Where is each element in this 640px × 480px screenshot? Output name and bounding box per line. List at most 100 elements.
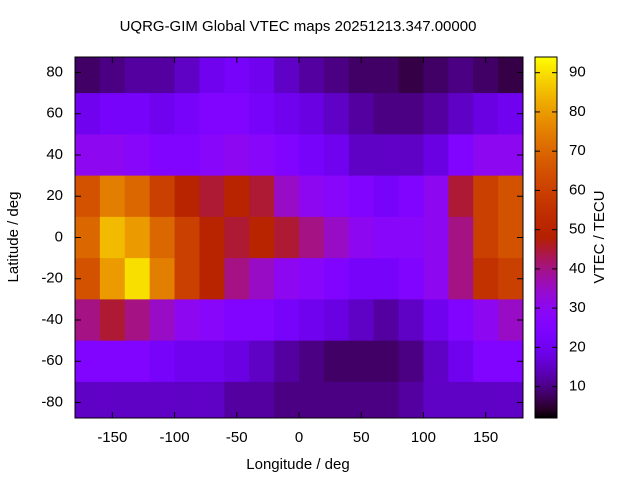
cell [299, 299, 325, 342]
cell [398, 93, 424, 135]
cell [224, 134, 250, 177]
cell [174, 381, 200, 418]
cell [448, 340, 474, 383]
cell [249, 175, 275, 218]
cell [174, 216, 200, 259]
y-tick-label: 60 [46, 105, 63, 122]
y-tick-label: 40 [46, 146, 63, 163]
cell [473, 216, 499, 259]
colorbar [534, 56, 558, 419]
cell [348, 299, 375, 342]
cell [299, 93, 325, 135]
cell [124, 134, 151, 177]
cell [373, 340, 400, 383]
cell [274, 216, 300, 259]
cell [99, 258, 126, 300]
cell [274, 258, 300, 300]
cell [149, 57, 176, 94]
heatmap [75, 57, 523, 418]
cell [199, 381, 225, 418]
colorbar-tick-label: 40 [569, 260, 586, 277]
cell [299, 175, 325, 218]
cell [448, 57, 474, 94]
cell [323, 57, 350, 94]
y-tick-label: -40 [41, 311, 63, 328]
cell [199, 57, 225, 94]
cell [423, 258, 449, 300]
cell [373, 299, 400, 342]
cell [99, 175, 126, 218]
cell [398, 299, 424, 342]
cell [348, 216, 375, 259]
cell [373, 258, 400, 300]
cell [199, 93, 225, 135]
cell [224, 216, 250, 259]
colorbar-tick-label: 30 [569, 299, 586, 316]
cell [373, 381, 400, 418]
cell [473, 340, 499, 383]
x-tick-label: -150 [97, 429, 127, 446]
x-tick-label: -100 [160, 429, 190, 446]
cell [249, 299, 275, 342]
cell [149, 381, 176, 418]
cell [448, 175, 474, 218]
x-axis-label: Longitude / deg [246, 456, 349, 473]
cell [498, 57, 523, 94]
cell [249, 340, 275, 383]
cell [99, 134, 126, 177]
cell [348, 258, 375, 300]
cell [274, 93, 300, 135]
cell [398, 216, 424, 259]
cell [174, 258, 200, 300]
cell [274, 340, 300, 383]
cell [373, 93, 400, 135]
cell [473, 175, 499, 218]
colorbar-tick-label: 60 [569, 181, 586, 198]
cell [348, 134, 375, 177]
y-tick-label: -80 [41, 393, 63, 410]
cell [199, 299, 225, 342]
cell [149, 216, 176, 259]
x-tick-label: -50 [226, 429, 248, 446]
cell [398, 381, 424, 418]
cell [224, 93, 250, 135]
cell [323, 175, 350, 218]
x-tick-label: 100 [411, 429, 436, 446]
cell [323, 340, 350, 383]
cell [448, 258, 474, 300]
cell [373, 216, 400, 259]
cell [323, 216, 350, 259]
x-tick-label: 0 [295, 429, 303, 446]
cell [448, 93, 474, 135]
cell [124, 381, 151, 418]
colorbar-tick-label: 10 [569, 378, 586, 395]
cell [174, 134, 200, 177]
cell [348, 93, 375, 135]
cell [423, 299, 449, 342]
cell [249, 57, 275, 94]
cell [99, 57, 126, 94]
cell [299, 57, 325, 94]
cell [448, 381, 474, 418]
cell [398, 175, 424, 218]
cell [348, 340, 375, 383]
cell [323, 258, 350, 300]
cell [274, 134, 300, 177]
cell [99, 93, 126, 135]
cell [448, 216, 474, 259]
cell [473, 258, 499, 300]
cell [199, 175, 225, 218]
cell [99, 299, 126, 342]
cell [299, 216, 325, 259]
cell [249, 381, 275, 418]
colorbar-tick-label: 50 [569, 221, 586, 238]
cell [174, 299, 200, 342]
cell [448, 134, 474, 177]
cell [124, 57, 151, 94]
cell [249, 93, 275, 135]
cell [423, 93, 449, 135]
cell [423, 381, 449, 418]
cell [224, 340, 250, 383]
cell [75, 57, 101, 94]
x-tick-label: 50 [353, 429, 370, 446]
